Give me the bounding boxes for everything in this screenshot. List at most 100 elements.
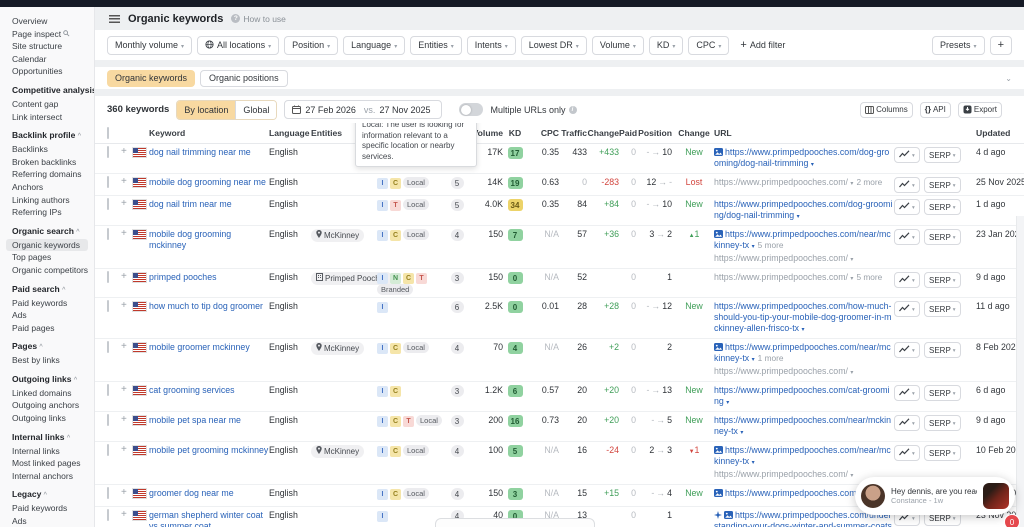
add-to-list-button[interactable]: + bbox=[121, 271, 133, 282]
row-checkbox[interactable] bbox=[107, 341, 109, 353]
sidebar-item-organic-competitors[interactable]: Organic competitors bbox=[12, 264, 88, 277]
col-traffic[interactable]: Traffic bbox=[559, 127, 587, 139]
col-keyword[interactable]: Keyword bbox=[149, 127, 269, 139]
sidebar-item-internal-anchors[interactable]: Internal anchors bbox=[12, 470, 88, 483]
columns-button[interactable]: Columns bbox=[860, 102, 913, 118]
serp-button[interactable]: SERP bbox=[924, 177, 961, 193]
row-checkbox[interactable] bbox=[107, 198, 109, 210]
sidebar-section-organic-search[interactable]: Organic search ^ bbox=[12, 225, 88, 239]
serp-button[interactable]: SERP bbox=[924, 229, 961, 245]
row-checkbox[interactable] bbox=[107, 444, 109, 456]
add-to-list-button[interactable]: + bbox=[121, 384, 133, 395]
keyword-link[interactable]: primped pooches bbox=[149, 272, 216, 282]
url-link[interactable]: https://www.primpedpooches.com/ bbox=[714, 177, 850, 187]
keyword-link[interactable]: mobile pet spa near me bbox=[149, 415, 241, 425]
chevron-down-icon[interactable]: ▾ bbox=[740, 430, 743, 436]
serp-button[interactable]: SERP bbox=[924, 301, 961, 317]
chevron-down-icon[interactable]: ▾ bbox=[752, 244, 755, 250]
select-all-checkbox[interactable] bbox=[107, 127, 109, 139]
col-kd[interactable]: KD bbox=[503, 127, 527, 139]
keyword-link[interactable]: how much to tip dog groomer bbox=[149, 301, 263, 311]
sidebar-item-opportunities[interactable]: Opportunities bbox=[12, 65, 88, 78]
row-checkbox[interactable] bbox=[107, 176, 109, 188]
add-to-list-button[interactable]: + bbox=[121, 414, 133, 425]
url-link[interactable]: https://www.primpedpooches.com/ bbox=[714, 253, 850, 263]
sidebar-item-overview[interactable]: Overview bbox=[12, 15, 88, 28]
sidebar-item-most-linked-pages[interactable]: Most linked pages bbox=[12, 457, 88, 470]
chart-button[interactable] bbox=[894, 342, 920, 358]
add-to-list-button[interactable]: + bbox=[121, 228, 133, 239]
entity-pill[interactable]: McKinney bbox=[311, 445, 364, 458]
chat-notification[interactable]: Hey dennis, are you ready... For... Cons… bbox=[855, 477, 1015, 515]
api-button[interactable]: {} API bbox=[920, 102, 951, 118]
collapse-section-icon[interactable]: ⌄ bbox=[1005, 74, 1012, 83]
keyword-link[interactable]: mobile groomer mckinney bbox=[149, 342, 250, 352]
url-link[interactable]: https://www.primpedpooches.com/dog-groom… bbox=[714, 199, 892, 220]
row-checkbox[interactable] bbox=[107, 414, 109, 426]
chevron-down-icon[interactable]: ▾ bbox=[797, 214, 800, 220]
serp-button[interactable]: SERP bbox=[924, 445, 961, 461]
serp-button[interactable]: SERP bbox=[924, 342, 961, 358]
url-link[interactable]: https://www.primpedpooches.com/dog-groom… bbox=[714, 147, 889, 168]
serp-button[interactable]: SERP bbox=[924, 199, 961, 215]
add-to-list-button[interactable]: + bbox=[121, 341, 133, 352]
chart-button[interactable] bbox=[894, 147, 920, 163]
more-urls-link[interactable]: 5 more bbox=[856, 272, 882, 282]
url-link[interactable]: https://www.primpedpooches.com/ bbox=[725, 488, 861, 498]
url-link[interactable]: https://www.primpedpooches.com/ bbox=[714, 366, 850, 376]
add-filter-button[interactable]: Add filter bbox=[740, 39, 785, 51]
notification-badge[interactable]: 0 bbox=[1004, 514, 1020, 527]
sidebar-item-anchors[interactable]: Anchors bbox=[12, 181, 88, 194]
add-to-list-button[interactable]: + bbox=[121, 444, 133, 455]
presets-button[interactable]: Presets bbox=[932, 36, 985, 55]
sidebar-item-ads[interactable]: Ads bbox=[12, 309, 88, 322]
sidebar-item-linking-authors[interactable]: Linking authors bbox=[12, 194, 88, 207]
chevron-down-icon[interactable]: ▾ bbox=[850, 181, 853, 187]
serp-button[interactable]: SERP bbox=[924, 147, 961, 163]
filter-chip-all-locations[interactable]: All locations bbox=[197, 36, 279, 55]
url-link[interactable]: https://www.primpedpooches.com/near/mcki… bbox=[714, 229, 891, 250]
sidebar-item-site-structure[interactable]: Site structure bbox=[12, 40, 88, 53]
sidebar-item-organic-keywords[interactable]: Organic keywords bbox=[6, 239, 88, 252]
col-paid[interactable]: Paid bbox=[619, 127, 636, 139]
chevron-down-icon[interactable]: ▾ bbox=[850, 257, 853, 263]
sidebar-item-best-by-links[interactable]: Best by links bbox=[12, 354, 88, 367]
add-to-list-button[interactable]: + bbox=[121, 509, 133, 520]
sidebar-item-link-intersect[interactable]: Link intersect bbox=[12, 111, 88, 124]
row-checkbox[interactable] bbox=[107, 146, 109, 158]
chevron-down-icon[interactable]: ▾ bbox=[726, 400, 729, 406]
tab-organic-positions[interactable]: Organic positions bbox=[200, 70, 288, 87]
chart-button[interactable] bbox=[894, 301, 920, 317]
sidebar-item-page-inspect[interactable]: Page inspect bbox=[12, 28, 88, 41]
add-to-list-button[interactable]: + bbox=[121, 487, 133, 498]
keyword-link[interactable]: german shepherd winter coat vs summer co… bbox=[149, 510, 263, 527]
sidebar-item-outgoing-anchors[interactable]: Outgoing anchors bbox=[12, 399, 88, 412]
more-urls-link[interactable]: 2 more bbox=[856, 177, 882, 187]
sidebar-item-paid-keywords[interactable]: Paid keywords bbox=[12, 297, 88, 310]
more-urls-link[interactable]: 5 more bbox=[758, 240, 784, 250]
col-change2[interactable]: Change bbox=[678, 127, 710, 139]
keyword-link[interactable]: groomer dog near me bbox=[149, 488, 234, 498]
sidebar-section-internal-links[interactable]: Internal links ^ bbox=[12, 431, 88, 445]
chevron-down-icon[interactable]: ▾ bbox=[752, 460, 755, 466]
filter-chip-position[interactable]: Position bbox=[284, 36, 338, 55]
sidebar-section-legacy[interactable]: Legacy ^ bbox=[12, 488, 88, 502]
chevron-down-icon[interactable]: ▾ bbox=[850, 370, 853, 376]
col-url[interactable]: URL bbox=[710, 127, 894, 139]
row-checkbox[interactable] bbox=[107, 228, 109, 240]
row-checkbox[interactable] bbox=[107, 300, 109, 312]
chart-button[interactable] bbox=[894, 385, 920, 401]
export-button[interactable]: Export bbox=[958, 102, 1002, 118]
entity-pill[interactable]: McKinney bbox=[311, 229, 364, 242]
chart-button[interactable] bbox=[894, 272, 920, 288]
filter-chip-entities[interactable]: Entities bbox=[410, 36, 462, 55]
sidebar-item-content-gap[interactable]: Content gap bbox=[12, 98, 88, 111]
filter-chip-lowest-dr[interactable]: Lowest DR bbox=[521, 36, 587, 55]
col-cpc[interactable]: CPC bbox=[527, 127, 559, 139]
sidebar-section-outgoing-links[interactable]: Outgoing links ^ bbox=[12, 373, 88, 387]
sidebar-section-competitive-analysis[interactable]: Competitive analysis ^ bbox=[12, 84, 88, 98]
filter-chip-monthly-volume[interactable]: Monthly volume bbox=[107, 36, 192, 55]
multiple-urls-toggle[interactable] bbox=[459, 103, 483, 116]
menu-collapse-icon[interactable] bbox=[109, 15, 120, 23]
keyword-link[interactable]: dog nail trimming near me bbox=[149, 147, 251, 157]
